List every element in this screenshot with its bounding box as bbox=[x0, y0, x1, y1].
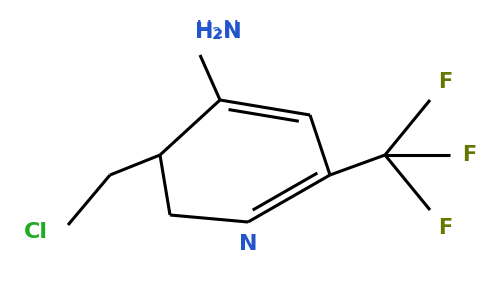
Text: H₂N: H₂N bbox=[195, 22, 242, 42]
Text: F: F bbox=[462, 145, 476, 165]
Text: N: N bbox=[239, 234, 257, 254]
Text: Cl: Cl bbox=[24, 222, 48, 242]
Text: $\mathrm{H_2N}$: $\mathrm{H_2N}$ bbox=[195, 18, 239, 42]
Text: F: F bbox=[438, 218, 452, 238]
Text: F: F bbox=[438, 72, 452, 92]
